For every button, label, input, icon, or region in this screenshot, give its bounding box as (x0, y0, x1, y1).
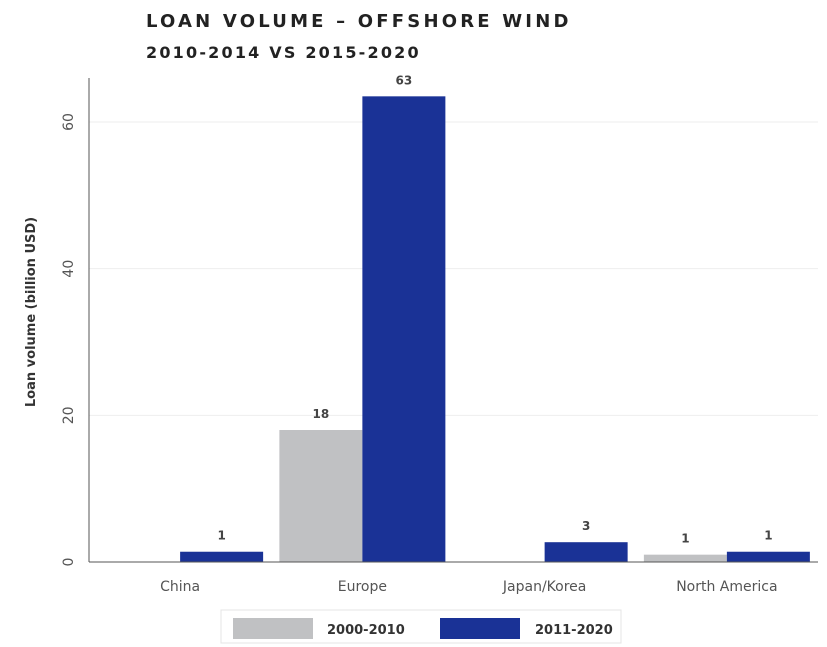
x-tick-label: China (160, 579, 200, 595)
legend-label: 2000-2010 (327, 623, 405, 638)
y-tick-label: 0 (61, 558, 77, 567)
y-tick-label: 40 (61, 260, 77, 278)
axes: 0 20 40 60 China Europe Japan/Korea North Ameri… (61, 78, 818, 595)
legend-swatch (440, 618, 520, 639)
chart-subtitle: 2010-2014 VS 2015-2020 (146, 43, 421, 62)
x-tick-label: North America (676, 579, 777, 595)
data-label: 1 (217, 529, 225, 543)
bar (726, 551, 810, 562)
x-tick-label: Japan/Korea (502, 579, 586, 595)
chart-title: LOAN VOLUME – OFFSHORE WIND (146, 11, 572, 32)
x-tick-label: Europe (338, 579, 387, 595)
bar (279, 430, 363, 562)
data-labels: 1 18 63 3 1 1 (217, 73, 772, 545)
data-label: 1 (681, 532, 689, 546)
legend-swatch (233, 618, 313, 639)
data-label: 18 (313, 407, 330, 421)
bar (643, 554, 727, 562)
y-tick-label: 60 (61, 113, 77, 131)
y-tick-label: 20 (61, 406, 77, 424)
y-axis-title: Loan volume (billion USD) (24, 217, 39, 407)
data-label: 3 (582, 519, 590, 533)
legend-label: 2011-2020 (535, 623, 613, 638)
data-label: 63 (396, 73, 413, 87)
bar (544, 542, 628, 562)
bars (180, 96, 810, 562)
legend: 2000-2010 2011-2020 (220, 609, 622, 644)
bar (362, 96, 446, 562)
gridlines (89, 121, 818, 416)
bar (180, 551, 264, 562)
data-label: 1 (764, 529, 772, 543)
